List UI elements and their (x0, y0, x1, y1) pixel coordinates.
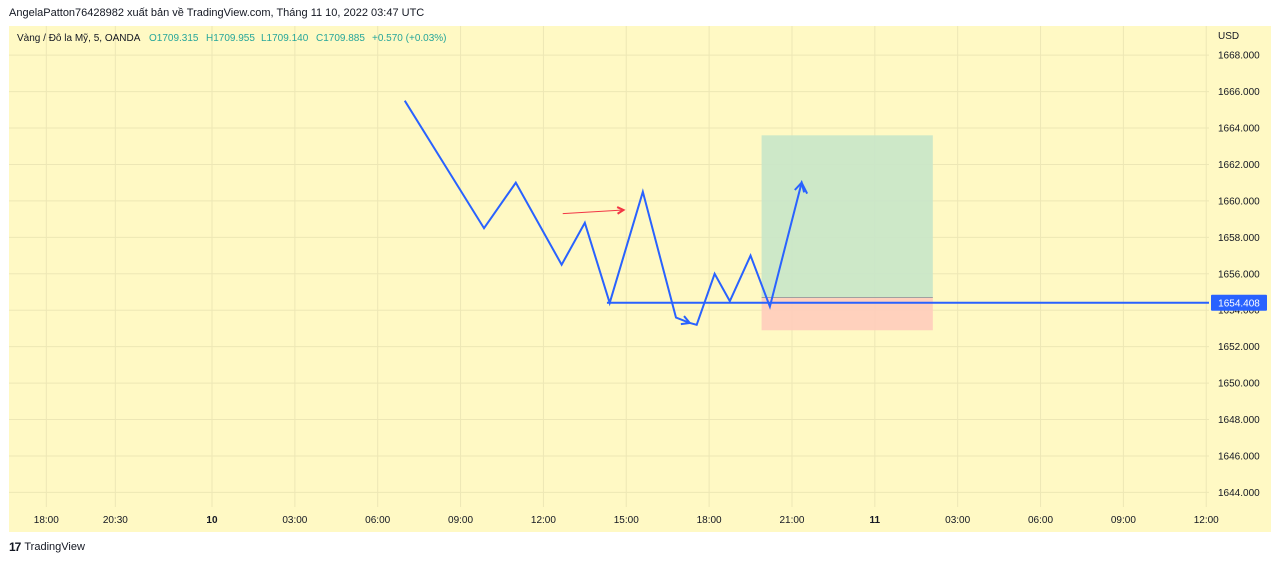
publish-info: AngelaPatton76428982 xuất bản về Trading… (9, 7, 425, 19)
time-axis-background[interactable] (9, 507, 1271, 532)
time-tick-label: 03:00 (945, 515, 970, 526)
price-tick-label: 1652.000 (1218, 342, 1260, 353)
legend-open: O1709.315 (149, 33, 199, 44)
plot-background[interactable] (9, 26, 1209, 507)
price-label-tag: 1654.408 (1211, 294, 1267, 311)
price-tick-label: 1660.000 (1218, 196, 1260, 207)
time-tick-label: 21:00 (779, 515, 804, 526)
red-arrowhead (616, 206, 626, 215)
time-tick-label: 15:00 (614, 515, 639, 526)
time-tick-label: 06:00 (1028, 515, 1053, 526)
price-tag-box (1211, 294, 1267, 311)
price-tick-label: 1662.000 (1218, 160, 1260, 171)
grid-lines (9, 26, 1209, 507)
time-tick-label: 09:00 (448, 515, 473, 526)
price-tick-label: 1666.000 (1218, 87, 1260, 98)
time-tick-label: 18:00 (697, 515, 722, 526)
time-tick-label: 20:30 (103, 515, 128, 526)
time-tick-label: 12:00 (1194, 515, 1219, 526)
position-tool[interactable] (761, 135, 933, 331)
red-arrow-line[interactable] (562, 209, 624, 215)
brand-footer[interactable]: 17 TradingView (9, 540, 85, 554)
price-tick-label: 1644.000 (1218, 488, 1260, 499)
price-tick-label: 1658.000 (1218, 233, 1260, 244)
price-tick-label: 1648.000 (1218, 415, 1260, 426)
time-axis[interactable]: 18:00 20:30 10 03:00 06:00 09:00 12:00 15:00 18:… (34, 515, 1219, 526)
time-tick-label: 06:00 (365, 515, 390, 526)
currency-label: USD (1218, 31, 1239, 42)
time-tick-label: 03:00 (282, 515, 307, 526)
time-tick-label: 18:00 (34, 515, 59, 526)
profit-zone[interactable] (761, 135, 933, 298)
price-tick-label: 1654.000 (1218, 306, 1260, 317)
drawings[interactable] (403, 100, 1209, 327)
time-tick-label: 12:00 (531, 515, 556, 526)
tradingview-logo-icon: 17 (9, 540, 21, 554)
legend-high: H1709.955 (206, 33, 255, 44)
legend-close: C1709.885 (316, 33, 365, 44)
legend-low: L1709.140 (261, 33, 309, 44)
up-arrowhead (794, 180, 806, 193)
time-tick-label: 11 (870, 515, 881, 526)
price-tick-label: 1650.000 (1218, 379, 1260, 390)
time-tick-label: 09:00 (1111, 515, 1136, 526)
legend-change: +0.570 (+0.03%) (372, 33, 447, 44)
down-arrowhead (680, 315, 692, 326)
price-tick-label: 1664.000 (1218, 124, 1260, 135)
time-tick-label: 10 (206, 515, 218, 526)
brand-name: TradingView (24, 541, 85, 553)
legend-symbol: Vàng / Đô la Mỹ, 5, OANDA (17, 33, 141, 44)
price-axis-background[interactable] (1209, 26, 1271, 507)
price-tick-label: 1668.000 (1218, 51, 1260, 62)
price-axis[interactable]: USD 1644.000 1646.000 1648.000 1650.000 1652… (1218, 31, 1260, 499)
price-tick-label: 1646.000 (1218, 451, 1260, 462)
price-path-line[interactable] (403, 100, 809, 327)
price-tag-text: 1654.408 (1218, 298, 1260, 309)
price-tick-label: 1656.000 (1218, 269, 1260, 280)
